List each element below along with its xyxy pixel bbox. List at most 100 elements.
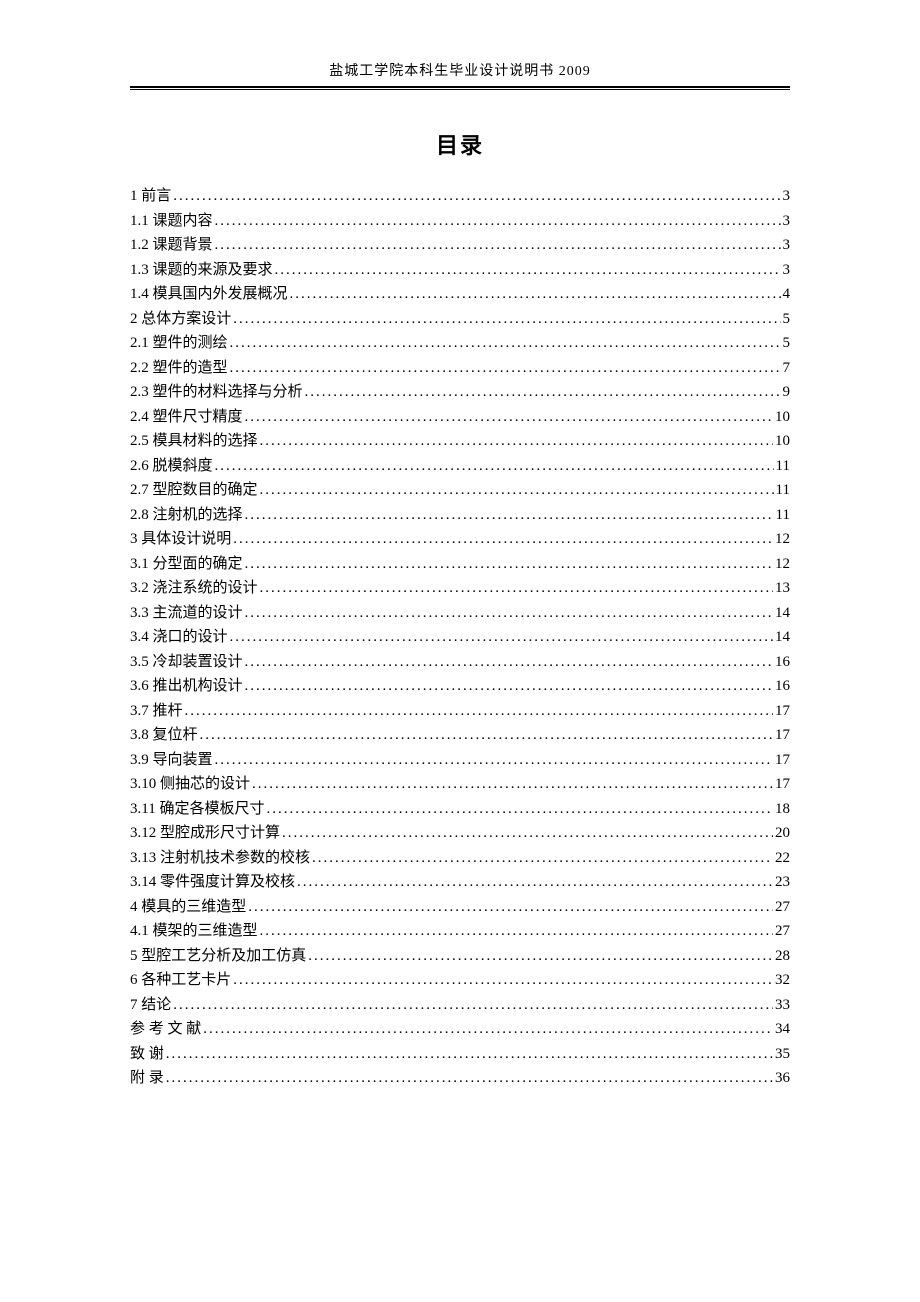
- toc-entry-page: 9: [783, 380, 791, 405]
- toc-entry-label: 4 模具的三维造型: [130, 895, 246, 920]
- toc-entry-page: 35: [775, 1042, 790, 1067]
- toc-leader-dots: [230, 625, 773, 650]
- toc-entry-page: 3: [783, 258, 791, 283]
- toc-entry-page: 11: [776, 454, 790, 479]
- toc-leader-dots: [245, 552, 773, 577]
- toc-leader-dots: [230, 356, 781, 381]
- toc-leader-dots: [166, 1066, 773, 1091]
- toc-entry: 3.11 确定各模板尺寸18: [130, 797, 790, 822]
- toc-entry-label: 3.8 复位杆: [130, 723, 198, 748]
- toc-leader-dots: [252, 772, 773, 797]
- toc-entry-page: 17: [775, 748, 790, 773]
- toc-entry: 2.4 塑件尺寸精度 10: [130, 405, 790, 430]
- toc-entry: 3.9 导向装置 17: [130, 748, 790, 773]
- toc-entry: 1.4 模具国内外发展概况 4: [130, 282, 790, 307]
- toc-leader-dots: [260, 576, 773, 601]
- toc-leader-dots: [305, 380, 781, 405]
- toc-entry-label: 1 前言: [130, 184, 171, 209]
- toc-leader-dots: [173, 184, 780, 209]
- toc-entry-page: 27: [775, 919, 790, 944]
- toc-entry-label: 3.10 侧抽芯的设计: [130, 772, 250, 797]
- toc-entry-page: 7: [783, 356, 791, 381]
- toc-entry-label: 2.2 塑件的造型: [130, 356, 228, 381]
- toc-entry: 3.4 浇口的设计14: [130, 625, 790, 650]
- toc-entry-page: 5: [783, 307, 791, 332]
- toc-leader-dots: [233, 968, 773, 993]
- toc-leader-dots: [248, 895, 773, 920]
- toc-leader-dots: [260, 919, 773, 944]
- toc-entry-page: 17: [775, 699, 790, 724]
- toc-entry-page: 36: [775, 1066, 790, 1091]
- toc-entry: 3.1 分型面的确定12: [130, 552, 790, 577]
- toc-entry: 3.10 侧抽芯的设计17: [130, 772, 790, 797]
- toc-entry-label: 3.5 冷却装置设计: [130, 650, 243, 675]
- toc-entry: 附 录 36: [130, 1066, 790, 1091]
- toc-entry-label: 3.6 推出机构设计: [130, 674, 243, 699]
- toc-entry-page: 17: [775, 723, 790, 748]
- toc-leader-dots: [245, 601, 773, 626]
- toc-entry-label: 7 结论: [130, 993, 171, 1018]
- toc-leader-dots: [245, 674, 773, 699]
- toc-leader-dots: [260, 478, 774, 503]
- toc-entry-page: 13: [775, 576, 790, 601]
- toc-entry: 3.7 推杆 17: [130, 699, 790, 724]
- toc-entry: 3.12 型腔成形尺寸计算20: [130, 821, 790, 846]
- toc-leader-dots: [290, 282, 781, 307]
- toc-entry-label: 参 考 文 献: [130, 1017, 201, 1042]
- toc-leader-dots: [233, 527, 773, 552]
- toc-entry: 3.13 注射机技术参数的校核22: [130, 846, 790, 871]
- toc-entry: 致 谢35: [130, 1042, 790, 1067]
- toc-entry: 2.3 塑件的材料选择与分析9: [130, 380, 790, 405]
- toc-entry-label: 2.5 模具材料的选择: [130, 429, 258, 454]
- toc-entry-label: 3.3 主流道的设计: [130, 601, 243, 626]
- toc-leader-dots: [173, 993, 773, 1018]
- toc-entry-page: 28: [775, 944, 790, 969]
- toc-leader-dots: [308, 944, 773, 969]
- toc-leader-dots: [215, 454, 774, 479]
- toc-entry: 2.2 塑件的造型 7: [130, 356, 790, 381]
- toc-entry: 7 结论 33: [130, 993, 790, 1018]
- toc-leader-dots: [312, 846, 773, 871]
- toc-entry: 2.5 模具材料的选择 10: [130, 429, 790, 454]
- toc-entry: 1.2 课题背景3: [130, 233, 790, 258]
- toc-entry-label: 1.1 课题内容: [130, 209, 213, 234]
- toc-entry: 3.6 推出机构设计 16: [130, 674, 790, 699]
- toc-entry: 2.1 塑件的测绘5: [130, 331, 790, 356]
- toc-entry: 2.6 脱模斜度 11: [130, 454, 790, 479]
- toc-leader-dots: [200, 723, 773, 748]
- toc-entry-label: 2.4 塑件尺寸精度: [130, 405, 243, 430]
- toc-leader-dots: [215, 209, 781, 234]
- toc-entry: 参 考 文 献 34: [130, 1017, 790, 1042]
- document-page: 盐城工学院本科生毕业设计说明书 2009 目录 1 前言31.1 课题内容31.…: [0, 0, 920, 1091]
- toc-entry-page: 10: [775, 429, 790, 454]
- toc-entry: 3.8 复位杆 17: [130, 723, 790, 748]
- toc-entry-label: 2.1 塑件的测绘: [130, 331, 228, 356]
- toc-entry-label: 1.4 模具国内外发展概况: [130, 282, 288, 307]
- toc-leader-dots: [266, 797, 773, 822]
- toc-entry-page: 14: [775, 601, 790, 626]
- toc-leader-dots: [275, 258, 781, 283]
- toc-entry-label: 3.9 导向装置: [130, 748, 213, 773]
- toc-entry: 4.1 模架的三维造型27: [130, 919, 790, 944]
- toc-entry-label: 3.7 推杆: [130, 699, 183, 724]
- toc-entry-page: 3: [783, 233, 791, 258]
- toc-entry-page: 12: [775, 552, 790, 577]
- toc-entry-page: 33: [775, 993, 790, 1018]
- toc-leader-dots: [245, 503, 774, 528]
- toc-entry-page: 23: [775, 870, 790, 895]
- toc-entry-label: 附 录: [130, 1066, 164, 1091]
- toc-entry: 1.3 课题的来源及要求3: [130, 258, 790, 283]
- toc-title: 目录: [130, 128, 790, 160]
- toc-entry: 5 型腔工艺分析及加工仿真28: [130, 944, 790, 969]
- toc-entry-page: 16: [775, 674, 790, 699]
- toc-entry-page: 34: [775, 1017, 790, 1042]
- toc-entry: 3.14 零件强度计算及校核23: [130, 870, 790, 895]
- toc-entry-label: 2.7 型腔数目的确定: [130, 478, 258, 503]
- toc-entry-page: 4: [783, 282, 791, 307]
- toc-entry-page: 18: [775, 797, 790, 822]
- toc-entry-page: 10: [775, 405, 790, 430]
- toc-entry-page: 12: [775, 527, 790, 552]
- toc-entry-label: 2.6 脱模斜度: [130, 454, 213, 479]
- toc-leader-dots: [245, 405, 773, 430]
- toc-entry: 3.2 浇注系统的设计13: [130, 576, 790, 601]
